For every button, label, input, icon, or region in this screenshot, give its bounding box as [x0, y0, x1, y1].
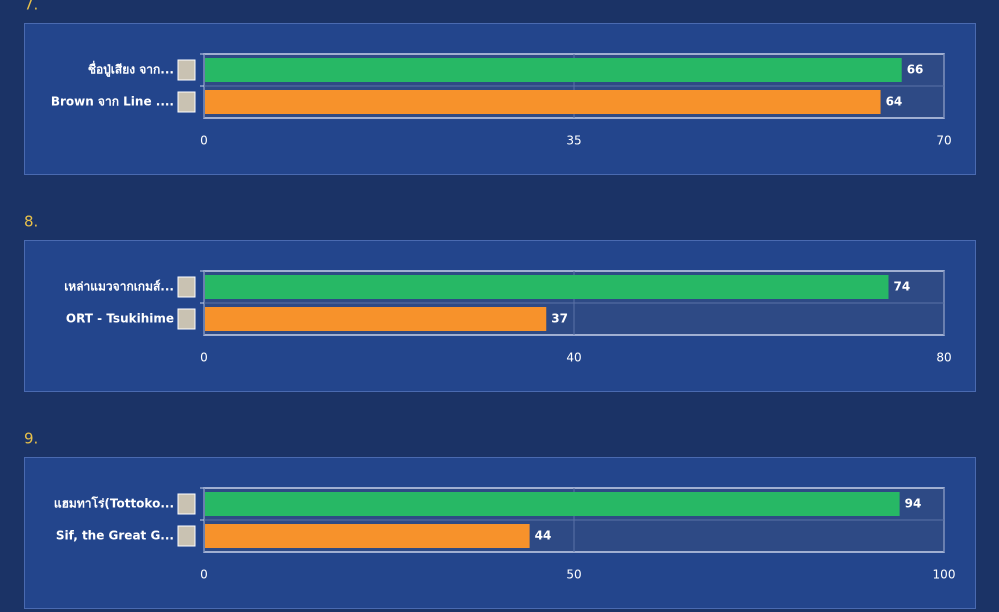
- x-tick-label: 70: [936, 134, 951, 148]
- category-icon: [177, 308, 196, 330]
- category-label: Sif, the Great G...: [56, 529, 174, 543]
- bar-value-label: 37: [551, 312, 568, 326]
- category-icon: [177, 91, 196, 113]
- category-label: ชื่อปู่เสียง จาก...: [88, 61, 174, 78]
- bar-value-label: 44: [535, 529, 552, 543]
- x-tick-label: 40: [566, 351, 581, 365]
- bar-value-label: 64: [886, 95, 903, 109]
- category-label: แฮมทาโร่(Tottoko...: [54, 496, 174, 511]
- category-icon: [177, 276, 196, 298]
- x-tick-label: 35: [566, 134, 581, 148]
- x-tick-label: 100: [933, 568, 956, 582]
- x-tick-label: 0: [200, 134, 208, 148]
- bar-value-label: 74: [894, 280, 911, 294]
- category-icon: [177, 59, 196, 81]
- bar: [205, 524, 530, 548]
- x-tick-label: 0: [200, 568, 208, 582]
- bar-value-label: 66: [907, 63, 924, 77]
- category-label: ORT - Tsukihime: [66, 312, 174, 326]
- category-label: เหล่าแมวจากเกมส์...: [64, 280, 174, 294]
- chart-title: 8.: [24, 213, 38, 231]
- category-label: Brown จาก Line ....: [51, 95, 174, 109]
- category-icon: [177, 493, 196, 515]
- category-icon: [177, 525, 196, 547]
- x-tick-label: 50: [566, 568, 581, 582]
- bar: [205, 90, 881, 114]
- chart-title: 7.: [24, 0, 38, 14]
- bar-value-label: 94: [905, 497, 922, 511]
- x-tick-label: 0: [200, 351, 208, 365]
- bar: [205, 275, 889, 299]
- bar: [205, 492, 900, 516]
- bar: [205, 307, 547, 331]
- chart-title: 9.: [24, 430, 38, 448]
- bar: [205, 58, 902, 82]
- x-tick-label: 80: [936, 351, 951, 365]
